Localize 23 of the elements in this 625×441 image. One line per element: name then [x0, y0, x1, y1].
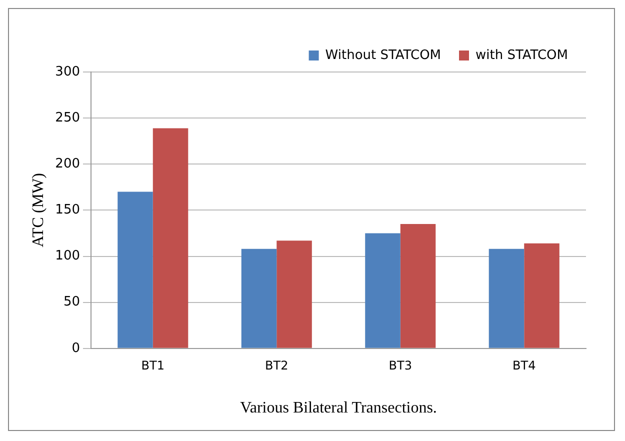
x-tick-label: BT3 [388, 358, 412, 373]
x-tick-label: BT2 [265, 358, 288, 373]
bar [276, 240, 312, 348]
y-tick-label: 50 [63, 294, 80, 310]
bar [241, 248, 277, 348]
y-tick-label: 100 [55, 248, 80, 264]
legend-label: with STATCOM [476, 48, 568, 63]
y-tick-label: 300 [55, 64, 80, 80]
bar [152, 128, 188, 348]
x-axis-title: Various Bilateral Transections. [240, 400, 437, 417]
bar [524, 243, 560, 348]
x-tick-label: BT1 [141, 358, 164, 373]
y-tick-label: 250 [55, 110, 80, 126]
bar [488, 248, 524, 348]
y-tick-label: 0 [72, 340, 80, 356]
y-tick-label: 200 [55, 156, 80, 172]
y-axis-title: ATC (MW) [30, 173, 47, 248]
bar [400, 224, 436, 348]
bar [365, 233, 400, 348]
legend-label: Without STATCOM [325, 48, 442, 63]
bar [118, 192, 153, 348]
x-tick-label: BT4 [512, 358, 536, 373]
y-tick-label: 150 [55, 202, 80, 218]
